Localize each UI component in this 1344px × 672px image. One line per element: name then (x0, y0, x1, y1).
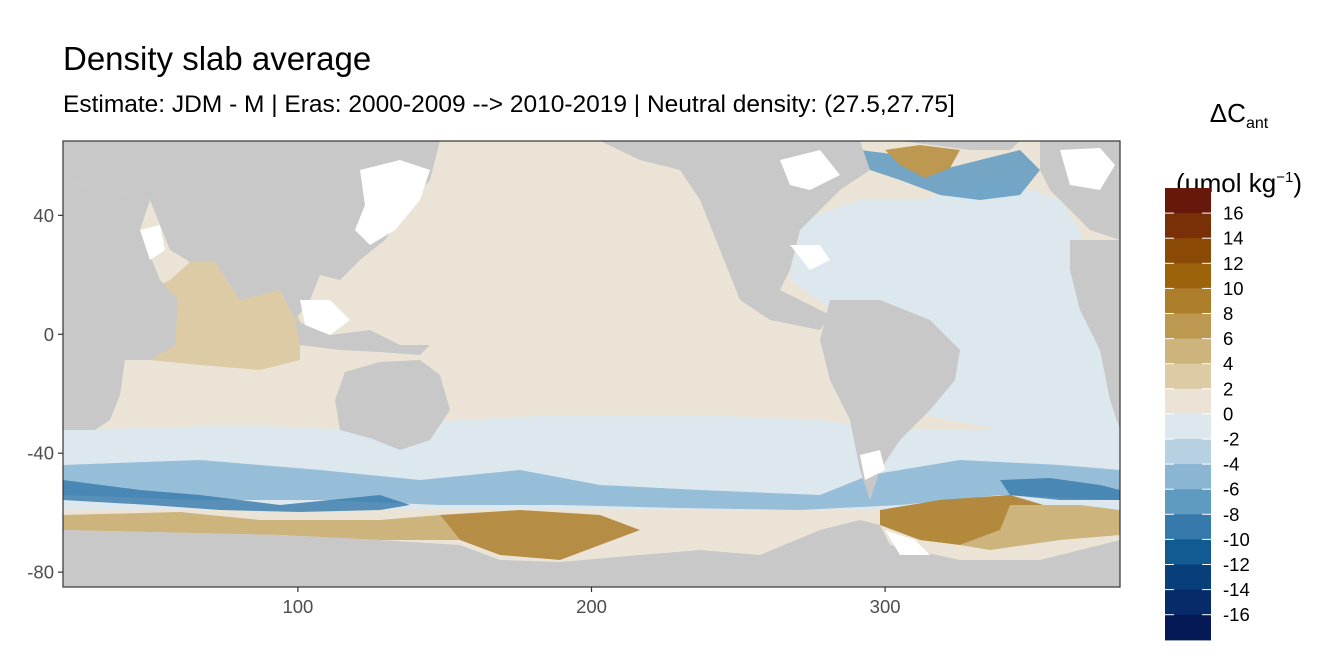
antarctic-margin-light (63, 512, 460, 540)
legend-swatch (1165, 539, 1211, 566)
no-data-nordic (1060, 148, 1115, 190)
legend-label: -2 (1223, 429, 1239, 450)
legend-label: 4 (1223, 353, 1233, 374)
legend-label: 0 (1223, 403, 1233, 424)
legend-label: 6 (1223, 328, 1233, 349)
no-data-drake (860, 450, 885, 480)
land-australia (335, 360, 450, 450)
map-layer (63, 141, 1120, 587)
legend-swatch (1165, 313, 1211, 340)
antarctic-margin-field (440, 510, 640, 560)
legend-swatch (1165, 388, 1211, 415)
no-data-hudson (780, 150, 840, 190)
legend-title-main: ΔC (1209, 98, 1246, 128)
legend-swatch (1165, 413, 1211, 440)
legend-swatch (1165, 338, 1211, 365)
chart-subtitle: Estimate: JDM - M | Eras: 2000-2009 --> … (63, 91, 955, 118)
land-greenland (900, 141, 1020, 150)
no-data-caribbean (790, 245, 830, 270)
y-tick-label: -40 (27, 443, 54, 464)
legend-swatch (1165, 288, 1211, 315)
legend-label: 2 (1223, 378, 1233, 399)
legend-title-subscript: ant (1245, 115, 1269, 132)
x-tick-label: 100 (282, 596, 313, 617)
no-data-patches (140, 148, 1115, 555)
y-tick-label: 40 (33, 205, 54, 226)
legend: 16 14 12 10 8 6 4 2 0 -2 -4 -6 -8 -10 -12 -14 -16 (1165, 188, 1250, 641)
legend-swatch (1165, 614, 1211, 641)
no-data-arabia (140, 225, 165, 260)
legend-label: -10 (1223, 529, 1250, 550)
weddell-outer-field (960, 505, 1120, 550)
legend-swatch (1165, 263, 1211, 289)
southern-ocean-streak (63, 460, 1120, 510)
land-south-america (820, 300, 960, 500)
no-data-weddell (885, 530, 930, 555)
greenland-brown-field (885, 145, 960, 178)
no-data-east-asia (355, 160, 430, 245)
legend-label: -14 (1223, 579, 1250, 600)
legend-label: 16 (1223, 203, 1244, 224)
legend-label: -16 (1223, 604, 1250, 625)
x-tick-label: 300 (870, 596, 901, 617)
legend-swatch (1165, 238, 1211, 264)
legend-unit-superscript: −1 (1276, 169, 1294, 186)
land-antarctica (63, 520, 1120, 587)
land-north-america (600, 141, 870, 330)
no-data-indonesia (300, 300, 350, 335)
legend-label: 8 (1223, 303, 1233, 324)
land-eurasia (63, 141, 440, 320)
legend-swatch (1165, 564, 1211, 591)
legend-swatch (1165, 363, 1211, 390)
y-tick-label: 0 (44, 324, 54, 345)
legend-unit-close: ) (1293, 168, 1302, 198)
legend-swatch (1165, 213, 1211, 239)
y-tick-label: -80 (27, 562, 54, 583)
legend-label: -12 (1223, 554, 1250, 575)
legend-label: -8 (1223, 504, 1239, 525)
north-atlantic-field (790, 180, 1120, 430)
land-indonesia (295, 320, 430, 355)
land-africa (63, 141, 178, 430)
legend-label: -4 (1223, 454, 1239, 475)
south-atlantic-deep-streak (1000, 478, 1120, 500)
legend-label: 12 (1223, 253, 1244, 274)
legend-swatch (1165, 188, 1211, 214)
land-africa-west (1070, 240, 1120, 430)
legend-title: ΔCant (μmol kg−1) (1163, 86, 1315, 210)
legend-swatch (1165, 514, 1211, 540)
legend-label: 14 (1223, 228, 1244, 249)
legend-swatch (1165, 489, 1211, 515)
legend-label: 10 (1223, 278, 1244, 299)
land-masses (63, 141, 1120, 587)
chart-title: Density slab average (63, 40, 372, 77)
legend-swatch (1165, 439, 1211, 465)
legend-label: -6 (1223, 479, 1239, 500)
southern-ocean-deep-streak (63, 480, 410, 512)
legend-swatch (1165, 464, 1211, 490)
legend-swatch (1165, 589, 1211, 616)
x-tick-label: 200 (576, 596, 607, 617)
